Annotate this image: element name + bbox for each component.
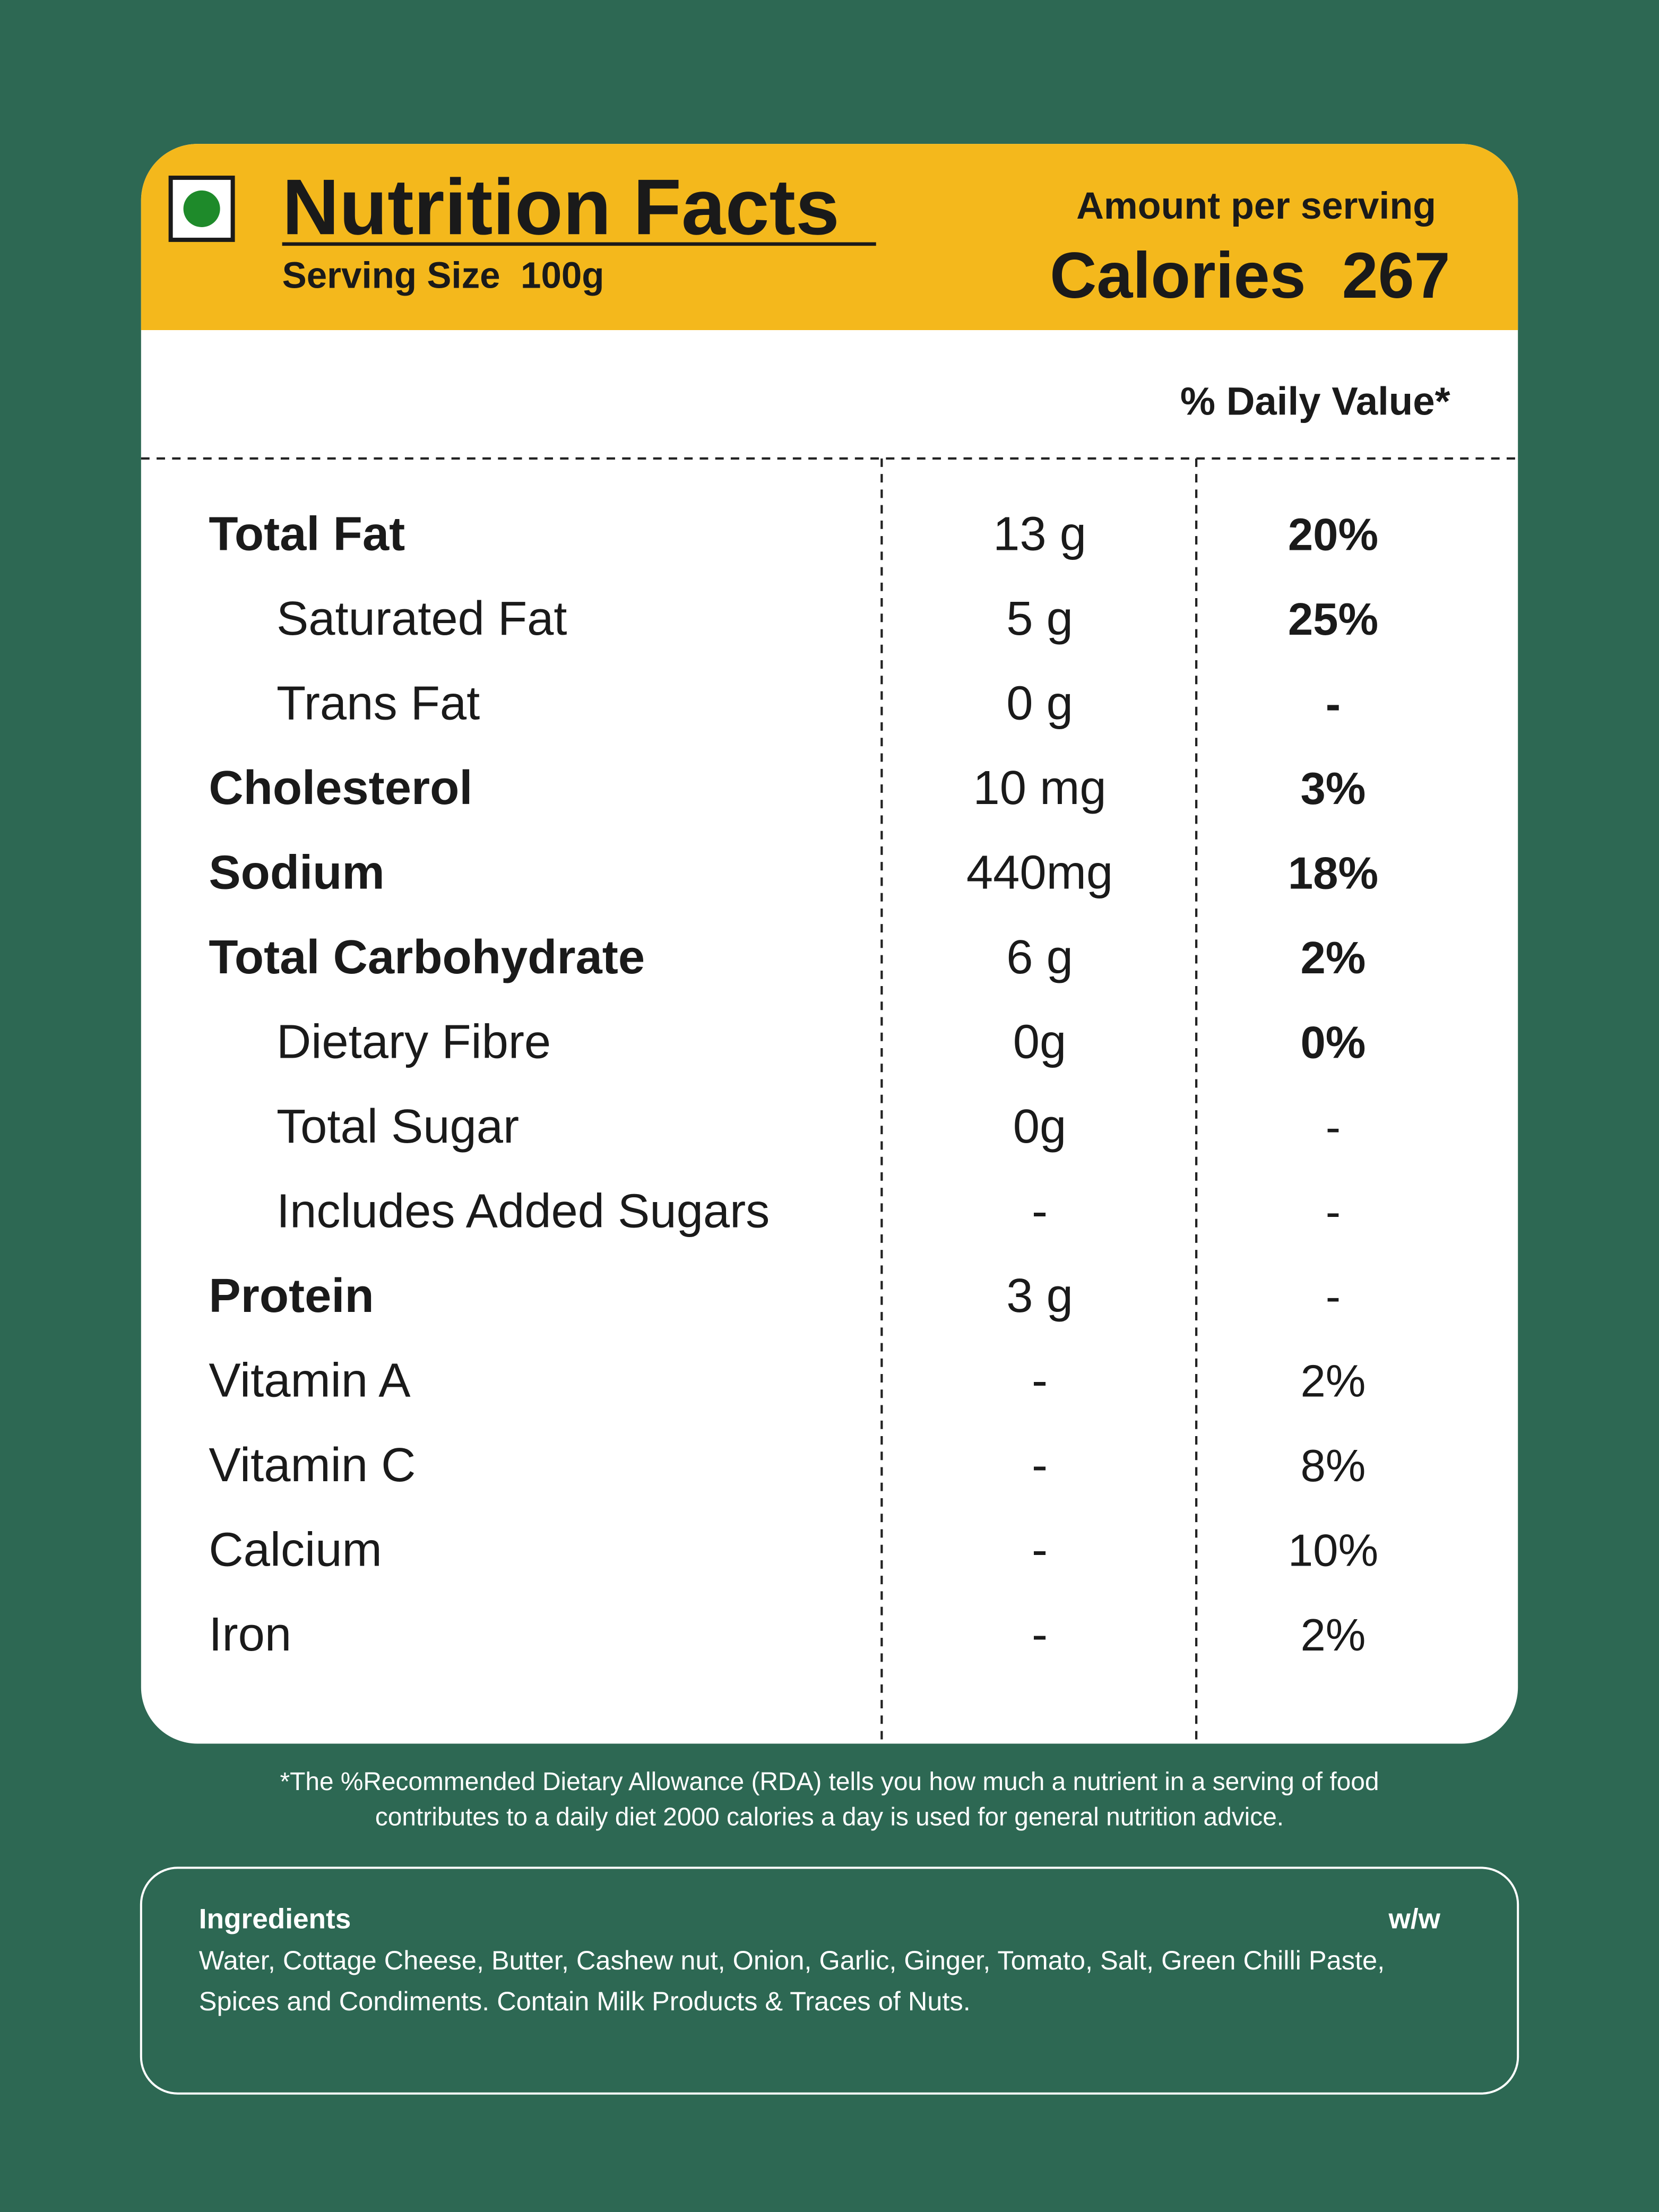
nutrient-daily-value: - [1326,1102,1341,1153]
nutrient-amount: 440mg [966,846,1113,900]
nutrient-daily-value: - [1326,679,1341,730]
nutrient-name: Saturated Fat [276,592,567,645]
nutrient-daily-value: - [1326,1272,1341,1322]
daily-value-header: % Daily Value* [1180,379,1450,424]
nutrient-daily-value: 2% [1301,1356,1366,1407]
nutrient-name: Calcium [209,1523,382,1577]
nutrient-daily-value: 18% [1288,849,1378,899]
ingredients-title: Ingredients [199,1904,351,1935]
nutrient-daily-value: 25% [1288,594,1378,645]
nutrient-amount: - [1032,1608,1048,1661]
nutrient-daily-value: - [1326,1187,1341,1238]
nutrient-amount: 6 g [1006,930,1073,984]
footnote-line: contributes to a daily diet 2000 calorie… [375,1803,1284,1831]
nutrient-amount: - [1032,1438,1048,1492]
footnote-line: *The %Recommended Dietary Allowance (RDA… [280,1768,1379,1796]
nutrient-name: Vitamin A [209,1354,411,1407]
ingredients-line: Water, Cottage Cheese, Butter, Cashew nu… [199,1945,1385,1975]
nutrient-amount: - [1032,1185,1048,1238]
nutrient-name: Dietary Fibre [276,1015,551,1069]
nutrient-amount: 0 g [1006,677,1073,730]
nutrient-name: Includes Added Sugars [276,1185,770,1238]
nutrient-amount: 3 g [1006,1269,1073,1323]
nutrient-daily-value: 0% [1301,1018,1366,1068]
nutrient-amount: 10 mg [973,761,1106,815]
veg-dot [183,190,220,227]
nutrient-amount: - [1032,1523,1048,1577]
card [141,144,1518,1744]
nutrient-daily-value: 2% [1301,1610,1366,1661]
nutrient-name: Iron [209,1608,291,1661]
nutrient-name: Trans Fat [276,677,480,730]
calories: Calories 267 [1050,239,1450,312]
nutrient-daily-value: 10% [1288,1526,1378,1576]
title: Nutrition Facts [282,162,840,251]
nutrient-name: Total Sugar [276,1100,519,1153]
nutrient-daily-value: 2% [1301,933,1366,983]
nutrient-name: Sodium [209,846,384,900]
nutrient-amount: - [1032,1354,1048,1407]
table: Total Fat 13 g 20% Saturated Fat 5 g 25% Trans… [209,507,1378,1661]
nutrient-name: Total Carbohydrate [209,930,645,984]
nutrient-name: Vitamin C [209,1438,416,1492]
nutrient-amount: 13 g [993,507,1086,561]
ingredients-unit: w/w [1388,1904,1441,1935]
nutrient-daily-value: 8% [1301,1441,1366,1491]
nutrient-amount: 0g [1013,1100,1067,1153]
nutrient-daily-value: 20% [1288,510,1378,560]
nutrient-amount: 5 g [1006,592,1073,645]
amount-per-serving: Amount per serving [1076,185,1436,227]
serving-size: Serving Size 100g [282,254,604,296]
nutrient-name: Protein [209,1269,374,1323]
nutrient-name: Cholesterol [209,761,472,815]
ingredients-line: Spices and Condiments. Contain Milk Prod… [199,1986,971,2016]
ingredients-box [140,1867,1519,2095]
header-band [141,144,1518,331]
nutrient-name: Total Fat [209,507,405,561]
nutrient-daily-value: 3% [1301,764,1366,814]
nutrient-amount: 0g [1013,1015,1067,1069]
